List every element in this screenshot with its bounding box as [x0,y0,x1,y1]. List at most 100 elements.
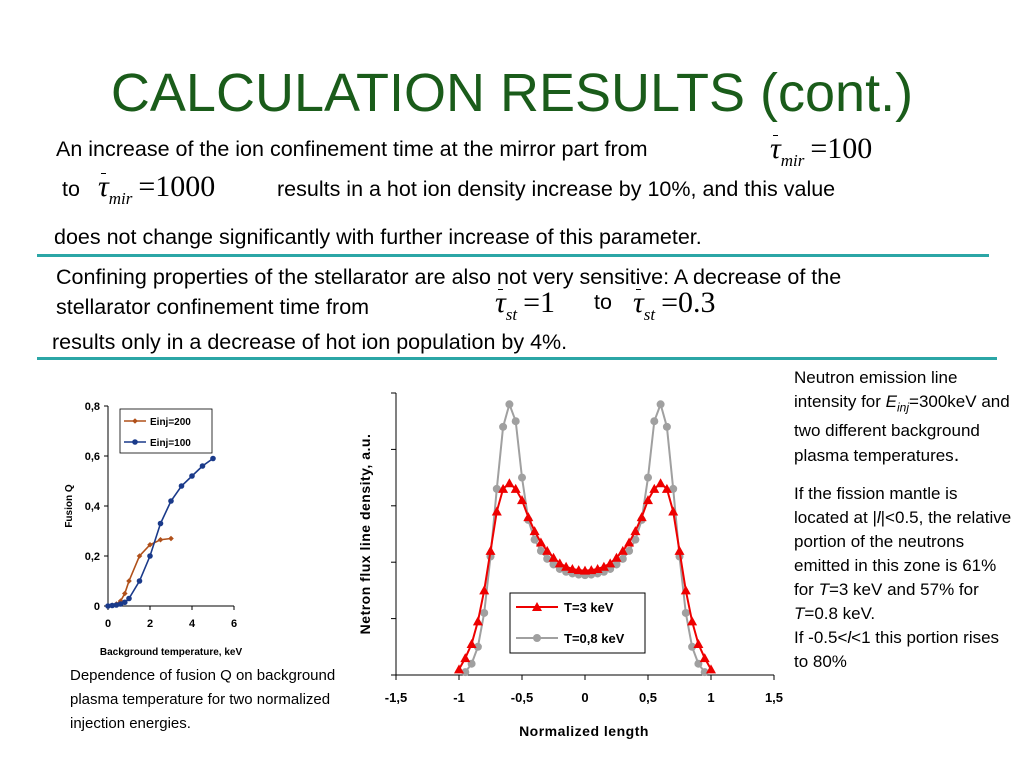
fusion-q-chart: 0 0,2 0,4 0,6 0,8 0 2 4 6 Background temperature,… [64,401,243,658]
data-point [168,535,174,542]
data-point [542,545,553,555]
data-point [505,400,514,409]
legend-marker [533,634,541,642]
data-point [605,558,616,568]
data-point [529,526,540,536]
chart-caption: Dependence of fusion Q on background pla… [70,667,336,732]
data-point [491,506,502,516]
equation-rhs: =1 [523,286,556,319]
data-point [510,483,521,493]
page-title: CALCULATION RESULTS (cont.) [110,63,914,123]
equation-rhs: =0.3 [661,286,716,319]
legend-label: Einj=200 [150,417,191,428]
tau-symbol: τ [633,286,644,319]
data-point [189,473,195,479]
para1-line3: does not change significantly with furth… [54,225,702,249]
subscript: mir [108,189,133,208]
data-point [499,422,508,431]
data-point [644,473,652,482]
data-point [548,552,559,562]
data-point [523,512,534,522]
data-point [687,616,698,626]
data-point [504,478,515,488]
data-point [661,483,672,493]
x-tick-label: 2 [147,618,153,630]
data-point [554,558,565,568]
para1-line2: results in a hot ion density increase by… [277,177,836,201]
data-point [105,603,111,609]
equation-tau-st-1: τst =1 [495,286,555,325]
data-point [693,638,704,648]
x-tick-label: 1,5 [765,690,783,705]
data-point [518,473,526,482]
x-tick-label: 6 [231,618,237,630]
data-point [157,536,164,543]
divider-2 [37,357,997,360]
equation-tau-st-03: τst =0.3 [633,286,716,325]
equation-tau-mir-1000: τmir =1000 [98,170,215,209]
subscript: mir [780,151,805,170]
series-line-1 [107,537,172,607]
data-point [126,595,132,602]
para2-line1: Confining properties of the stellarator … [56,265,842,289]
data-point [157,520,164,527]
data-point [147,553,153,559]
x-tick-label: 1 [707,690,714,705]
data-point [535,537,546,547]
neutron-emission-note: Neutron emission line intensity for Einj… [794,368,1010,467]
data-point [472,616,483,626]
y-tick-label: 0,6 [85,451,100,463]
x-tick-label: 0 [105,618,111,630]
data-point [492,484,501,493]
data-point [636,512,647,522]
data-point [178,483,185,489]
data-point [485,545,496,555]
x-tick-label: 0,5 [639,690,657,705]
data-point [700,668,709,677]
x-tick-label: -1,5 [385,690,407,705]
data-point [592,563,603,573]
y-tick-label: 0 [94,601,100,613]
data-point [460,653,471,663]
data-point [210,455,216,462]
para2-line3: results only in a decrease of hot ion po… [52,330,568,354]
divider-1 [37,254,989,257]
legend-marker [532,602,542,611]
data-point [511,417,520,426]
data-point [567,563,578,573]
legend-box [509,592,646,654]
y-tick-label: 0,4 [85,501,101,513]
fission-mantle-note: If the fission mantle is located at |l|<… [794,484,1012,624]
subscript: st [505,305,518,324]
data-point [117,601,124,607]
data-point [536,546,545,555]
legend-marker [132,439,138,445]
data-point [688,642,697,651]
data-point [649,483,660,493]
data-point [630,526,641,536]
tau-symbol: τ [495,286,506,319]
data-point [122,599,128,606]
legend-label: T=3 keV [564,600,614,615]
y-axis-label: Netron flux line density, a.u. [357,434,373,635]
x-axis-label: Normalized length [519,723,649,739]
data-point [126,578,132,584]
data-point [617,545,628,555]
equation-tau-mir-100: τmir =100 [770,132,872,171]
data-point [681,608,690,617]
data-point [643,495,653,505]
data-point [611,552,622,562]
data-point [674,545,685,555]
data-point [168,498,174,504]
data-point [598,561,609,571]
data-point [656,400,665,409]
para2-line2: stellarator confinement time from [56,295,370,319]
y-tick-label: 0,2 [85,551,100,563]
data-point [479,585,490,595]
x-axis-label: Background temperature, keV [100,647,243,658]
data-point [631,535,640,544]
legend-marker [132,418,138,424]
data-point [113,602,120,608]
tau-symbol: τ [98,170,109,203]
legend-label: T=0,8 keV [564,631,625,646]
